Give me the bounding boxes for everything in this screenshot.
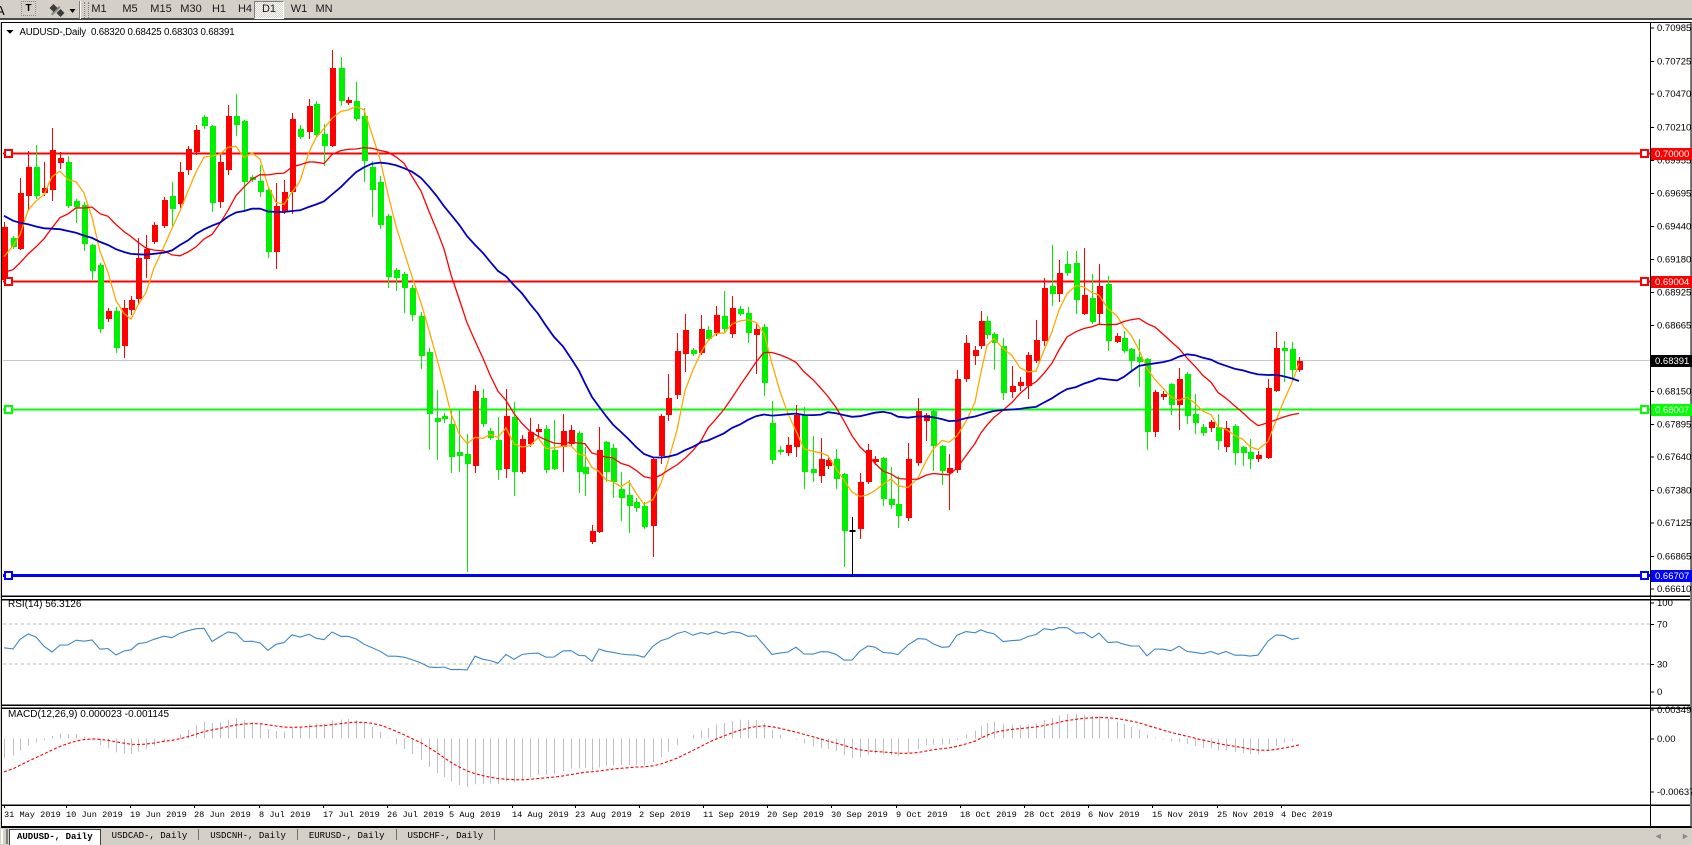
- svg-text:0.67380: 0.67380: [1657, 485, 1691, 496]
- svg-text:2 Sep 2019: 2 Sep 2019: [639, 810, 691, 820]
- svg-text:0.69440: 0.69440: [1657, 221, 1691, 232]
- svg-text:0.67640: 0.67640: [1657, 452, 1691, 463]
- svg-text:0.66707: 0.66707: [1655, 571, 1689, 582]
- svg-text:0.69004: 0.69004: [1655, 277, 1689, 288]
- svg-text:4 Dec 2019: 4 Dec 2019: [1281, 810, 1333, 820]
- svg-text:0.68150: 0.68150: [1657, 387, 1691, 398]
- svg-text:0.70470: 0.70470: [1657, 89, 1691, 100]
- svg-text:5 Aug 2019: 5 Aug 2019: [449, 810, 501, 820]
- svg-text:0.68391: 0.68391: [1655, 356, 1689, 367]
- svg-text:0.70985: 0.70985: [1657, 23, 1691, 34]
- svg-text:0.68925: 0.68925: [1657, 287, 1691, 298]
- svg-text:70: 70: [1657, 620, 1668, 631]
- svg-text:23 Aug 2019: 23 Aug 2019: [575, 810, 632, 820]
- svg-text:20 Sep 2019: 20 Sep 2019: [767, 810, 824, 820]
- svg-text:0.69955: 0.69955: [1657, 155, 1691, 166]
- svg-text:0.67895: 0.67895: [1657, 419, 1691, 430]
- svg-text:19 Jun 2019: 19 Jun 2019: [130, 810, 187, 820]
- svg-text:0.68007: 0.68007: [1655, 405, 1689, 416]
- svg-text:100: 100: [1657, 598, 1673, 609]
- svg-text:26 Jul 2019: 26 Jul 2019: [387, 810, 444, 820]
- svg-text:MACD(12,26,9) 0.000023 -0.0011: MACD(12,26,9) 0.000023 -0.001145: [8, 709, 169, 720]
- svg-text:0.00349: 0.00349: [1657, 705, 1691, 716]
- svg-text:0.70210: 0.70210: [1657, 123, 1691, 134]
- svg-text:18 Oct 2019: 18 Oct 2019: [960, 810, 1017, 820]
- svg-text:15 Nov 2019: 15 Nov 2019: [1152, 810, 1209, 820]
- svg-text:14 Aug 2019: 14 Aug 2019: [512, 810, 569, 820]
- svg-text:0.67125: 0.67125: [1657, 518, 1691, 529]
- svg-text:0.66610: 0.66610: [1657, 584, 1691, 595]
- svg-text:AUDUSD-,Daily 0.68320 0.68425: AUDUSD-,Daily 0.68320 0.68425 0.68303 0.…: [20, 27, 235, 38]
- svg-text:0.66865: 0.66865: [1657, 551, 1691, 562]
- svg-text:8 Jul 2019: 8 Jul 2019: [259, 810, 311, 820]
- svg-text:0: 0: [1657, 687, 1662, 698]
- svg-text:RSI(14) 56.3126: RSI(14) 56.3126: [8, 599, 82, 610]
- svg-text:10 Jun 2019: 10 Jun 2019: [66, 810, 123, 820]
- svg-text:17 Jul 2019: 17 Jul 2019: [323, 810, 380, 820]
- svg-text:0.00: 0.00: [1657, 734, 1676, 745]
- svg-text:28 Oct 2019: 28 Oct 2019: [1024, 810, 1081, 820]
- svg-text:31 May 2019: 31 May 2019: [4, 810, 61, 820]
- svg-text:0.68665: 0.68665: [1657, 321, 1691, 332]
- svg-text:25 Nov 2019: 25 Nov 2019: [1217, 810, 1274, 820]
- svg-text:0.69695: 0.69695: [1657, 189, 1691, 200]
- svg-text:28 Jun 2019: 28 Jun 2019: [194, 810, 251, 820]
- svg-text:9 Oct 2019: 9 Oct 2019: [896, 810, 948, 820]
- svg-text:30 Sep 2019: 30 Sep 2019: [831, 810, 888, 820]
- svg-text:6 Nov 2019: 6 Nov 2019: [1088, 810, 1140, 820]
- svg-text:-0.00637: -0.00637: [1657, 787, 1692, 798]
- svg-text:0.69180: 0.69180: [1657, 255, 1691, 266]
- svg-text:0.70000: 0.70000: [1655, 149, 1689, 160]
- svg-text:0.70725: 0.70725: [1657, 57, 1691, 68]
- svg-text:11 Sep 2019: 11 Sep 2019: [703, 810, 760, 820]
- svg-text:30: 30: [1657, 660, 1668, 671]
